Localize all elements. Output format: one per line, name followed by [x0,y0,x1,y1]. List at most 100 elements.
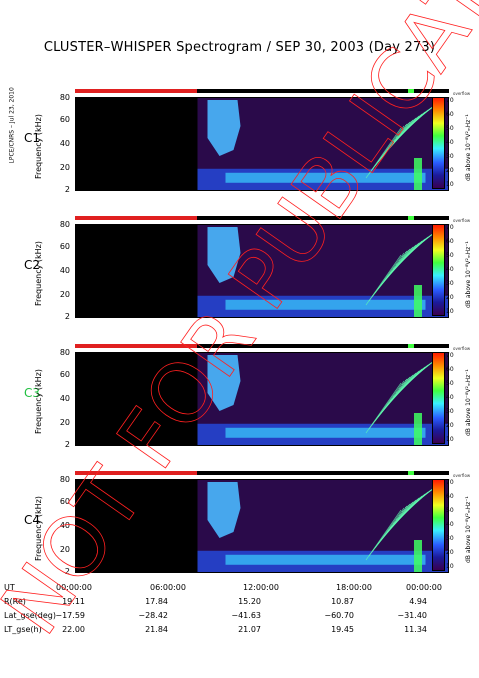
ephemeris-value: 19.45 [331,625,354,634]
y-tick: 2 [64,567,70,576]
coverage-bar [75,89,449,93]
spectrogram-svg [76,480,448,572]
ephemeris-value: 17.84 [145,597,168,606]
coverage-gap-bar [75,344,198,348]
x-tick: 00:00:00 [406,583,442,592]
colorbar-tick: 40 [446,521,454,528]
coverage-gap-bar [75,89,198,93]
bright-emission-column [414,540,422,572]
ephemeris-key: Lat_gse(deg) [4,611,56,620]
colorbar-tick: 20 [446,294,454,301]
y-tick: 2 [64,440,70,449]
colorbar [432,224,445,316]
colorbar-tick: 70 [446,479,454,486]
colorbar-tick: 30 [446,153,454,160]
colorbar-tick: 20 [446,167,454,174]
spacecraft-label: C3 [24,386,41,400]
colorbar-tick: 70 [446,97,454,104]
ephemeris-row: LT_gse(h) 22.00 21.84 21.07 19.45 11.34 [0,625,479,637]
colorbar-unit: dB above 10⁻⁸V²ₘHz⁻¹ [465,496,472,563]
ephemeris-value: −31.40 [397,611,427,620]
ephemeris-value: 19.11 [62,597,85,606]
y-tick: 80 [59,475,70,484]
coverage-green-marker [408,471,414,475]
y-tick: 20 [59,163,70,172]
spacecraft-label: C4 [24,513,41,527]
y-tick: 80 [59,348,70,357]
y-tick: 80 [59,220,70,229]
colorbar-unit: dB above 10⁻⁸V²ₘHz⁻¹ [465,114,472,181]
colorbar-window-label: overflow [453,218,471,223]
spectrogram-panel-c3: C3 Frequency (kHz) 80 60 40 20 2 70 60 50 40 30 20 10… [20,344,479,466]
bright-emission-column [414,285,422,317]
ephemeris-value: 22.00 [62,625,85,634]
colorbar-tick: 20 [446,549,454,556]
y-tick: 20 [59,545,70,554]
bright-emission-column [414,158,422,190]
colorbar-tick: 30 [446,408,454,415]
y-tick: 20 [59,290,70,299]
data-gap-region [76,225,198,317]
spectrogram-svg [76,225,448,317]
y-tick: 40 [59,139,70,148]
spectrogram-panel-c1: C1 Frequency (kHz) 80 60 40 20 2 70 60 50 40 30 20 10… [20,89,479,211]
coverage-bar [75,216,449,220]
colorbar-tick: 20 [446,422,454,429]
coverage-bar [75,471,449,475]
colorbar-tick: 10 [446,308,454,315]
colorbar-window-label: overflow [453,346,471,351]
colorbar-tick: 50 [446,380,454,387]
x-tick: 18:00:00 [336,583,372,592]
ephemeris-value: 21.07 [238,625,261,634]
colorbar-tick: 60 [446,238,454,245]
ephemeris-value: 21.84 [145,625,168,634]
emission-patch [207,355,241,411]
y-tick: 60 [59,242,70,251]
colorbar-tick: 70 [446,352,454,359]
y-tick: 40 [59,394,70,403]
colorbar-tick: 10 [446,563,454,570]
colorbar-tick: 10 [446,436,454,443]
ephemeris-value: 15.20 [238,597,261,606]
x-tick: 12:00:00 [243,583,279,592]
colorbar-tick: 50 [446,252,454,259]
spacecraft-label: C2 [24,258,41,272]
spectrogram-svg [76,98,448,190]
spectrogram-plot [75,224,449,318]
side-credit: LPCE/CNRS – Jul 23, 2010 [8,87,16,164]
colorbar-tick: 40 [446,139,454,146]
x-tick: 06:00:00 [150,583,186,592]
colorbar [432,479,445,571]
colorbar-tick: 50 [446,507,454,514]
noise-band-core [225,172,426,183]
coverage-bar [75,344,449,348]
y-tick: 40 [59,521,70,530]
ephemeris-value: 4.94 [409,597,427,606]
spectrogram-plot [75,352,449,446]
noise-band-core [225,299,426,310]
y-tick: 80 [59,93,70,102]
x-tick: 00:00:00 [56,583,92,592]
y-tick: 2 [64,312,70,321]
colorbar-tick: 10 [446,181,454,188]
colorbar-unit: dB above 10⁻⁸V²ₘHz⁻¹ [465,241,472,308]
emission-patch [207,227,241,283]
colorbar-tick: 60 [446,493,454,500]
data-gap-region [76,353,198,445]
colorbar-window-label: overflow [453,91,471,96]
coverage-gap-bar [75,471,198,475]
colorbar-unit: dB above 10⁻⁸V²ₘHz⁻¹ [465,369,472,436]
ephemeris-row: Lat_gse(deg) −17.59 −28.42 −41.63 −60.70 −31.… [0,611,479,623]
colorbar-tick: 30 [446,280,454,287]
spectrogram-plot [75,97,449,191]
colorbar-window-label: overflow [453,473,471,478]
noise-band-core [225,427,426,438]
ephemeris-value: 10.87 [331,597,354,606]
colorbar-tick: 40 [446,394,454,401]
spectrogram-panel-c4: C4 Frequency (kHz) 80 60 40 20 2 70 60 50 40 30 20 10… [20,471,479,593]
data-gap-region [76,98,198,190]
ephemeris-row: R(Re) 19.11 17.84 15.20 10.87 4.94 [0,597,479,609]
colorbar-tick: 40 [446,266,454,273]
bright-emission-column [414,413,422,445]
y-axis-label: Frequency (kHz) [34,496,43,561]
